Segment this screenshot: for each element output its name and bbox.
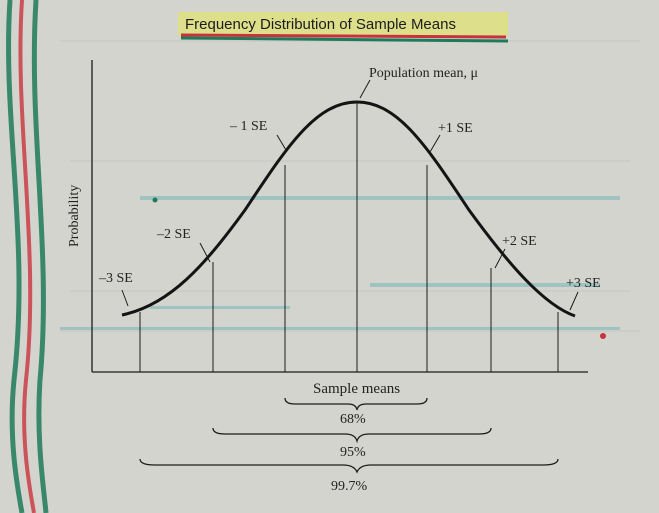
range-label-95: 95% xyxy=(340,445,366,460)
pointer-neg2 xyxy=(199,242,211,263)
green-ink-dot xyxy=(152,197,158,203)
range-label-997: 99.7% xyxy=(331,479,368,494)
se-lines xyxy=(139,102,559,372)
title-underline-red xyxy=(180,33,507,39)
y-axis-label: Probability xyxy=(67,185,82,247)
title-underline-green xyxy=(180,36,509,43)
pointer-pos3 xyxy=(569,291,579,311)
pointer-pos1 xyxy=(429,134,441,153)
highlighter-traces xyxy=(60,196,620,330)
population-mean-label: Population mean, μ xyxy=(369,66,478,81)
pointer-neg3 xyxy=(121,289,129,307)
se-label-pos3: +3 SE xyxy=(566,276,601,291)
x-axis-label: Sample means xyxy=(313,381,400,397)
se-label-neg2: –2 SE xyxy=(156,227,191,242)
brace-997 xyxy=(139,458,559,474)
pointer-mean xyxy=(359,79,371,99)
red-ink-dot xyxy=(600,333,606,339)
range-label-68: 68% xyxy=(340,412,366,427)
title-highlight xyxy=(178,12,508,36)
pointer-pos2 xyxy=(494,248,506,269)
label-pointers xyxy=(121,79,579,311)
se-label-pos1: +1 SE xyxy=(438,121,473,136)
se-label-neg1: – 1 SE xyxy=(229,119,267,134)
brace-68 xyxy=(284,397,428,411)
se-label-neg3: –3 SE xyxy=(98,271,133,286)
se-label-pos2: +2 SE xyxy=(502,234,537,249)
brace-95 xyxy=(212,427,492,444)
pointer-neg1 xyxy=(276,134,287,151)
margin-marker-strokes xyxy=(6,0,49,513)
chart-title: Frequency Distribution of Sample Means xyxy=(185,16,456,33)
